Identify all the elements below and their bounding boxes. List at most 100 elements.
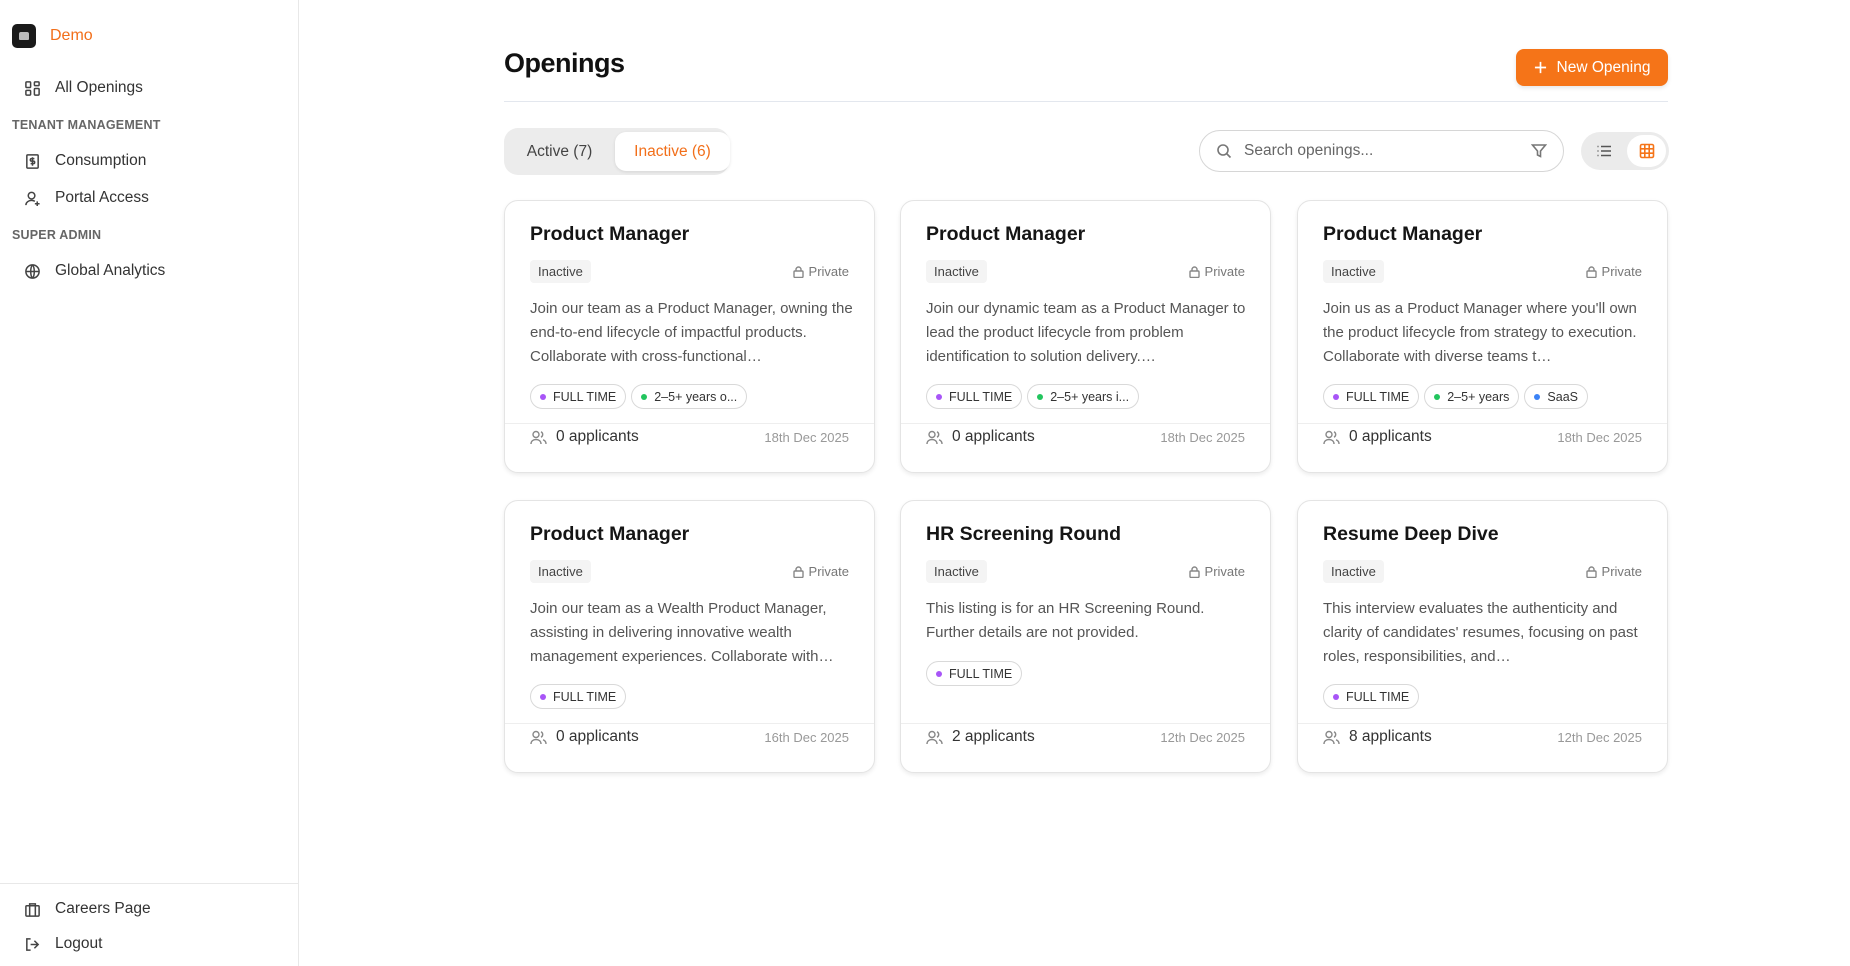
card-date: 18th Dec 2025 — [1160, 430, 1245, 445]
users-icon — [926, 730, 943, 744]
sidebar: Demo All Openings TENANT MANAGEMENT Cons… — [0, 0, 299, 966]
tag-dot — [1333, 393, 1339, 400]
lock-icon — [1188, 265, 1200, 278]
opening-card[interactable]: HR Screening Round Inactive Private This… — [900, 500, 1271, 773]
card-description: Join our dynamic team as a Product Manag… — [926, 300, 1246, 365]
card-title: Product Manager — [530, 223, 690, 245]
logout-icon — [26, 937, 40, 951]
card-tags: FULL TIME 2–5+ years i... — [926, 384, 1140, 409]
status-badge: Inactive — [926, 260, 987, 283]
tag-label: FULL TIME — [1346, 389, 1410, 404]
sidebar-item-logout[interactable]: Logout — [24, 935, 102, 953]
tag-chip: FULL TIME — [1323, 384, 1420, 409]
card-date: 12th Dec 2025 — [1557, 730, 1642, 745]
opening-card[interactable]: Product Manager Inactive Private Join ou… — [900, 200, 1271, 473]
visibility-label: Private — [1585, 264, 1642, 279]
lock-icon — [1188, 565, 1200, 578]
brand-logo-icon — [12, 24, 36, 48]
sidebar-item-consumption[interactable]: Consumption — [24, 152, 146, 170]
grid-view-button[interactable] — [1627, 135, 1666, 167]
tag-label: 2–5+ years i... — [1050, 389, 1130, 404]
sidebar-item-careers-page[interactable]: Careers Page — [24, 900, 151, 918]
card-tags: FULL TIME — [530, 684, 627, 709]
plus-icon — [1534, 61, 1546, 74]
card-title: Product Manager — [926, 223, 1086, 245]
sidebar-item-label: Consumption — [55, 152, 147, 169]
lock-icon — [1585, 565, 1597, 578]
filter-icon[interactable] — [1531, 143, 1547, 159]
status-badge: Inactive — [530, 560, 591, 583]
tab-active[interactable]: Active (7) — [526, 142, 593, 160]
opening-card[interactable]: Resume Deep Dive Inactive Private This i… — [1297, 500, 1668, 773]
card-footer: 0 applicants 18th Dec 2025 — [1298, 423, 1667, 473]
sidebar-item-label: All Openings — [55, 79, 143, 96]
new-opening-button[interactable]: New Opening — [1516, 49, 1668, 86]
status-badge: Inactive — [530, 260, 591, 283]
card-footer: 2 applicants 12th Dec 2025 — [901, 723, 1270, 773]
visibility-label: Private — [792, 564, 849, 579]
page-title: Openings — [504, 48, 625, 78]
tag-chip: FULL TIME — [926, 661, 1023, 686]
users-icon — [926, 430, 943, 444]
applicants-count: 0 applicants — [530, 728, 639, 746]
tag-chip: SaaS — [1524, 384, 1589, 409]
list-icon — [1597, 145, 1611, 157]
card-footer: 8 applicants 12th Dec 2025 — [1298, 723, 1667, 773]
tag-dot — [641, 393, 648, 400]
tag-label: 2–5+ years — [1447, 389, 1510, 404]
tag-dot — [1434, 393, 1441, 400]
header-divider — [504, 101, 1668, 102]
tag-chip: FULL TIME — [1323, 684, 1420, 709]
sidebar-item-label: Logout — [55, 935, 103, 952]
applicants-text: 2 applicants — [952, 728, 1035, 745]
card-tags: FULL TIME — [1323, 684, 1420, 709]
card-title: Product Manager — [530, 523, 690, 545]
applicants-count: 0 applicants — [530, 428, 639, 446]
sidebar-item-all-openings[interactable]: All Openings — [24, 79, 143, 97]
list-view-button[interactable] — [1584, 135, 1623, 167]
users-icon — [1323, 730, 1340, 744]
applicants-count: 0 applicants — [1323, 428, 1432, 446]
search-icon — [1217, 144, 1232, 159]
card-tags: FULL TIME — [926, 661, 1023, 686]
sidebar-item-label: Careers Page — [55, 900, 151, 917]
tag-chip: 2–5+ years — [1424, 384, 1520, 409]
sidebar-item-global-analytics[interactable]: Global Analytics — [24, 262, 165, 280]
card-footer: 0 applicants 18th Dec 2025 — [505, 423, 874, 473]
applicants-count: 8 applicants — [1323, 728, 1432, 746]
status-badge: Inactive — [926, 560, 987, 583]
brand-name: Demo — [50, 27, 93, 44]
tag-dot — [1534, 393, 1541, 400]
new-opening-label: New Opening — [1556, 58, 1651, 76]
tag-label: SaaS — [1547, 389, 1579, 404]
search-input[interactable] — [1244, 142, 1519, 160]
grid-icon — [25, 80, 40, 96]
tag-dot — [1037, 393, 1044, 400]
building-icon — [25, 902, 40, 917]
sidebar-item-portal-access[interactable]: Portal Access — [24, 189, 149, 207]
card-description: Join our team as a Product Manager, owni… — [530, 300, 853, 365]
receipt-dollar-icon — [26, 153, 39, 169]
tag-chip: FULL TIME — [926, 384, 1023, 409]
visibility-text: Private — [808, 564, 849, 579]
opening-card[interactable]: Product Manager Inactive Private Join ou… — [504, 200, 875, 473]
section-super-admin: SUPER ADMIN — [12, 228, 102, 242]
card-title: HR Screening Round — [926, 523, 1122, 545]
sidebar-divider — [0, 883, 299, 884]
applicants-count: 0 applicants — [926, 428, 1035, 446]
tag-dot — [936, 393, 942, 400]
opening-card[interactable]: Product Manager Inactive Private Join ou… — [504, 500, 875, 773]
tag-dot — [540, 693, 546, 700]
card-title: Product Manager — [1323, 223, 1483, 245]
card-description: Join our team as a Wealth Product Manage… — [530, 600, 834, 665]
status-tabs: Active (7) Inactive (6) — [504, 128, 730, 175]
tag-label: FULL TIME — [949, 666, 1013, 681]
tab-inactive[interactable]: Inactive (6) — [615, 132, 730, 171]
opening-card[interactable]: Product Manager Inactive Private Join us… — [1297, 200, 1668, 473]
applicants-text: 0 applicants — [556, 728, 639, 745]
brand[interactable]: Demo — [12, 24, 93, 48]
applicants-count: 2 applicants — [926, 728, 1035, 746]
tag-label: FULL TIME — [553, 689, 617, 704]
tag-label: 2–5+ years o... — [654, 389, 738, 404]
card-description: This interview evaluates the authenticit… — [1323, 600, 1638, 665]
